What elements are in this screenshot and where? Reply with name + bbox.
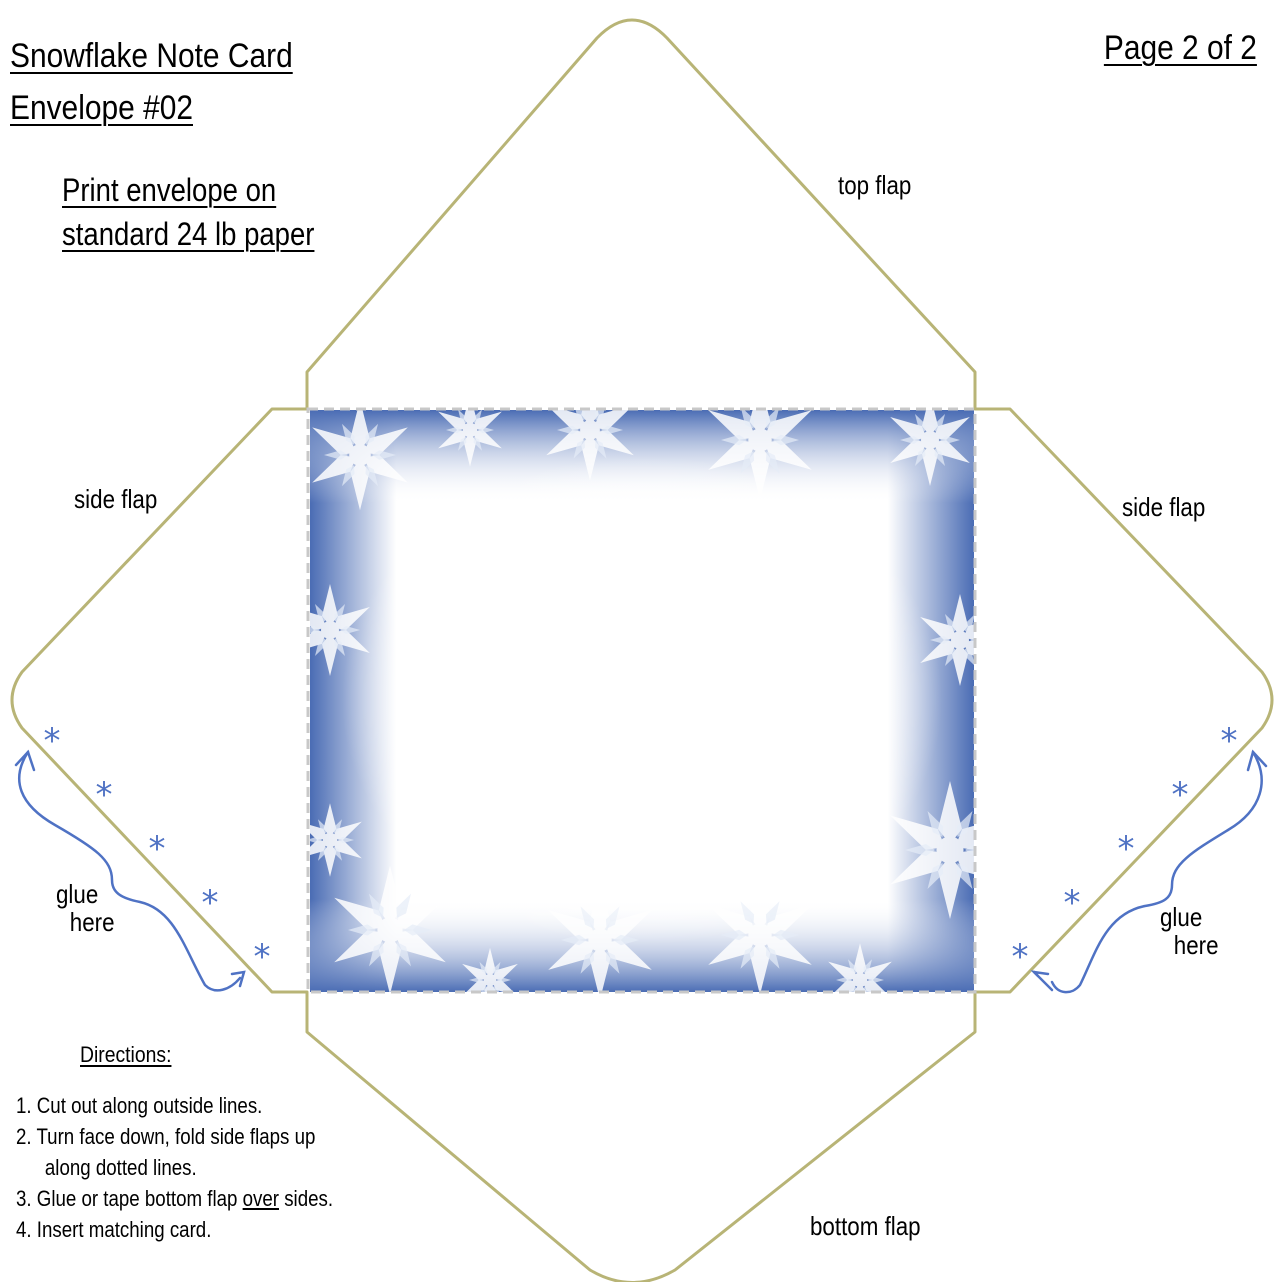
direction-step-2-continued: along dotted lines. [44, 1155, 197, 1180]
glue-markers-right: * * * * * [1012, 721, 1238, 977]
svg-text:*: * [1172, 775, 1189, 815]
svg-text:*: * [1012, 937, 1029, 977]
title-line-1: Snowflake Note Card [10, 37, 293, 75]
direction-step-4: 4. Insert matching card. [16, 1217, 212, 1242]
right-side-flap-label: side flap [1122, 492, 1206, 522]
direction-step-3-end: sides. [278, 1186, 334, 1211]
fold-line [306, 407, 977, 994]
direction-step-3: 3. Glue or tape bottom flap over sides. [16, 1183, 333, 1214]
snowflake-panel [310, 410, 974, 992]
glue-label-left: glue here [56, 880, 115, 936]
print-note-line-2: standard 24 lb paper [62, 216, 315, 252]
title-line-2: Envelope #02 [10, 89, 193, 127]
print-note-line-1: Print envelope on [62, 172, 277, 208]
cut-line [10, 18, 1274, 1282]
svg-text:*: * [44, 721, 61, 761]
glue-right-line-1: glue [1160, 902, 1203, 932]
direction-step-2: 2. Turn face down, fold side flaps up [16, 1124, 316, 1149]
page-title: Snowflake Note Card Envelope #02 [10, 30, 293, 134]
page-indicator: Page 2 of 2 [1103, 29, 1257, 67]
print-instructions: Print envelope on standard 24 lb paper [62, 168, 314, 256]
glue-right-line-2: here [1173, 930, 1219, 960]
svg-text:*: * [1118, 829, 1135, 869]
direction-step-1: 1. Cut out along outside lines. [16, 1093, 263, 1118]
bottom-flap-label: bottom flap [810, 1211, 921, 1241]
top-flap-label: top flap [838, 170, 912, 200]
svg-text:*: * [254, 937, 271, 977]
svg-text:*: * [96, 775, 113, 815]
svg-text:*: * [202, 883, 219, 923]
glue-label-right: glue here [1160, 903, 1219, 959]
glue-brace-left [14, 749, 246, 992]
glue-left-line-1: glue [56, 879, 99, 909]
svg-text:*: * [149, 829, 166, 869]
directions-list: 1. Cut out along outside lines. 2. Turn … [16, 1090, 333, 1245]
svg-text:*: * [1221, 721, 1238, 761]
direction-step-3-start: 3. Glue or tape bottom flap [16, 1186, 243, 1211]
glue-markers-left: * * * * * [44, 721, 271, 977]
glue-brace-right [1030, 749, 1268, 994]
directions-title: Directions: [80, 1042, 172, 1067]
left-side-flap-label: side flap [74, 484, 158, 514]
direction-step-3-emphasis: over [242, 1186, 279, 1211]
svg-text:*: * [1064, 883, 1081, 923]
glue-left-line-2: here [69, 907, 115, 937]
